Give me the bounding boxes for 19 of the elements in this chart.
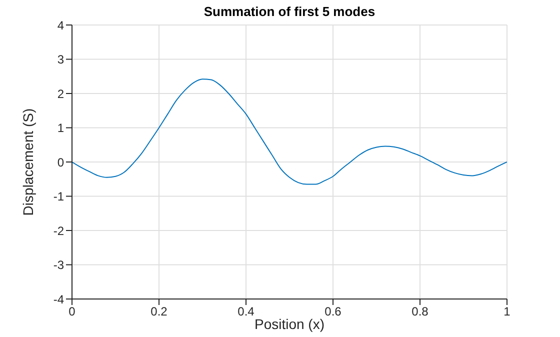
x-tick-label: 0.2	[150, 304, 168, 319]
y-tick-label: -3	[53, 258, 64, 272]
y-tick-label: 1	[57, 121, 64, 136]
line-series	[72, 78, 507, 185]
x-tick-label: 0.8	[412, 304, 429, 319]
x-tick-label: 1	[504, 304, 511, 319]
x-tick-label: 0	[68, 304, 76, 319]
y-tick-label: 2	[57, 86, 64, 101]
y-axis-title: Displacement (S)	[20, 108, 36, 216]
x-axis-title: Position (x)	[254, 316, 325, 332]
x-tick-label: 0.4	[238, 304, 255, 319]
x-tick-label: 0.6	[324, 304, 342, 319]
y-tick-label: 4	[57, 18, 64, 32]
y-tick-label: -2	[53, 224, 64, 238]
chart-title: Summation of first 5 modes	[202, 4, 376, 19]
y-tick-label: -1	[53, 190, 64, 204]
y-tick-label: 0	[57, 155, 64, 170]
y-tick-label: -4	[53, 292, 64, 306]
y-tick-label: 3	[57, 52, 64, 67]
